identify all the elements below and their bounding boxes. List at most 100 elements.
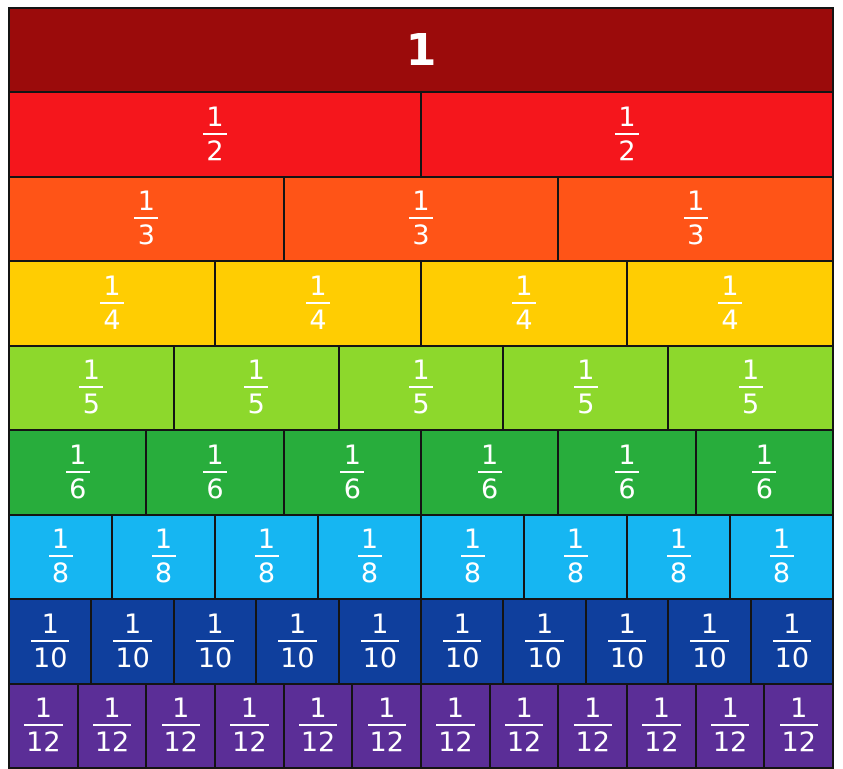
fraction-bar — [134, 217, 159, 220]
fraction-bar — [408, 386, 433, 389]
fraction-block: 1 10 — [92, 600, 173, 683]
denominator: 2 — [618, 135, 636, 167]
fraction-label: 1 10 — [525, 611, 564, 672]
numerator: 1 — [41, 608, 59, 640]
numerator: 1 — [309, 270, 327, 302]
denominator: 8 — [51, 558, 70, 590]
fraction-label: 1 10 — [607, 608, 647, 674]
denominator: 10 — [445, 642, 480, 674]
numerator: 1 — [687, 186, 705, 218]
fraction-bar — [614, 470, 639, 473]
fraction-label: 1 12 — [436, 695, 475, 756]
numerator: 1 — [206, 608, 224, 640]
fraction-bar — [772, 639, 812, 642]
denominator: 12 — [575, 727, 610, 759]
fraction-label: 1 10 — [443, 608, 482, 674]
fraction-block: 1 12 — [628, 684, 695, 767]
fraction-bar — [690, 639, 729, 642]
fraction-bar — [718, 301, 742, 304]
numerator: 1 — [772, 524, 791, 556]
denominator: 10 — [774, 642, 810, 674]
numerator: 1 — [463, 524, 482, 556]
numerator: 1 — [34, 693, 52, 725]
fraction-block: 1 10 — [257, 600, 338, 683]
fraction-label: 1 12 — [573, 695, 612, 759]
denominator: 8 — [154, 558, 173, 590]
fraction-bar — [195, 639, 235, 642]
numerator: 1 — [124, 608, 142, 640]
fraction-block: 1 12 — [216, 684, 283, 767]
fraction-label: 1 12 — [710, 695, 750, 756]
fraction-label: 1 12 — [298, 695, 338, 756]
fraction-bar — [615, 132, 639, 135]
numerator: 1 — [453, 608, 471, 640]
denominator: 10 — [362, 642, 397, 674]
fraction-bar — [607, 639, 647, 642]
numerator: 1 — [618, 439, 636, 471]
fraction-bar — [340, 470, 365, 473]
denominator: 12 — [94, 727, 130, 759]
fraction-bar — [460, 555, 485, 558]
fraction-bar — [360, 639, 399, 642]
numerator: 1 — [618, 101, 636, 133]
fraction-label: 1 10 — [195, 608, 235, 674]
fraction-bar — [306, 301, 330, 304]
fraction-label: 1 12 — [642, 695, 681, 759]
fraction-bar — [254, 555, 279, 558]
numerator: 1 — [741, 355, 760, 387]
fraction-block: 1 12 — [422, 684, 489, 767]
denominator: 10 — [33, 642, 68, 674]
denominator: 10 — [609, 642, 645, 674]
denominator: 10 — [197, 642, 233, 674]
fraction-block: 1 12 — [353, 684, 421, 767]
numerator: 1 — [412, 355, 430, 387]
fraction-bar — [738, 386, 763, 389]
numerator: 1 — [412, 186, 430, 218]
fraction-bar — [409, 217, 433, 220]
fraction-block: 1 12 — [78, 684, 146, 767]
numerator: 1 — [288, 608, 306, 640]
numerator: 1 — [577, 355, 595, 387]
numerator: 1 — [154, 524, 173, 556]
numerator: 1 — [82, 355, 100, 387]
fraction-bar — [202, 470, 227, 473]
numerator: 1 — [790, 693, 808, 725]
fraction-block: 1 12 — [284, 684, 352, 767]
fraction-bar — [436, 724, 475, 727]
fraction-bar — [203, 132, 227, 135]
denominator: 8 — [257, 558, 276, 590]
numerator: 1 — [257, 524, 276, 556]
numerator: 1 — [618, 608, 636, 640]
fraction-label: 1 10 — [772, 611, 812, 674]
numerator: 1 — [566, 524, 585, 556]
denominator: 5 — [741, 389, 760, 421]
denominator: 12 — [644, 727, 679, 759]
denominator: 4 — [103, 304, 121, 336]
numerator: 1 — [515, 693, 533, 725]
numerator: 1 — [669, 524, 688, 556]
fraction-label: 1 10 — [113, 608, 152, 672]
